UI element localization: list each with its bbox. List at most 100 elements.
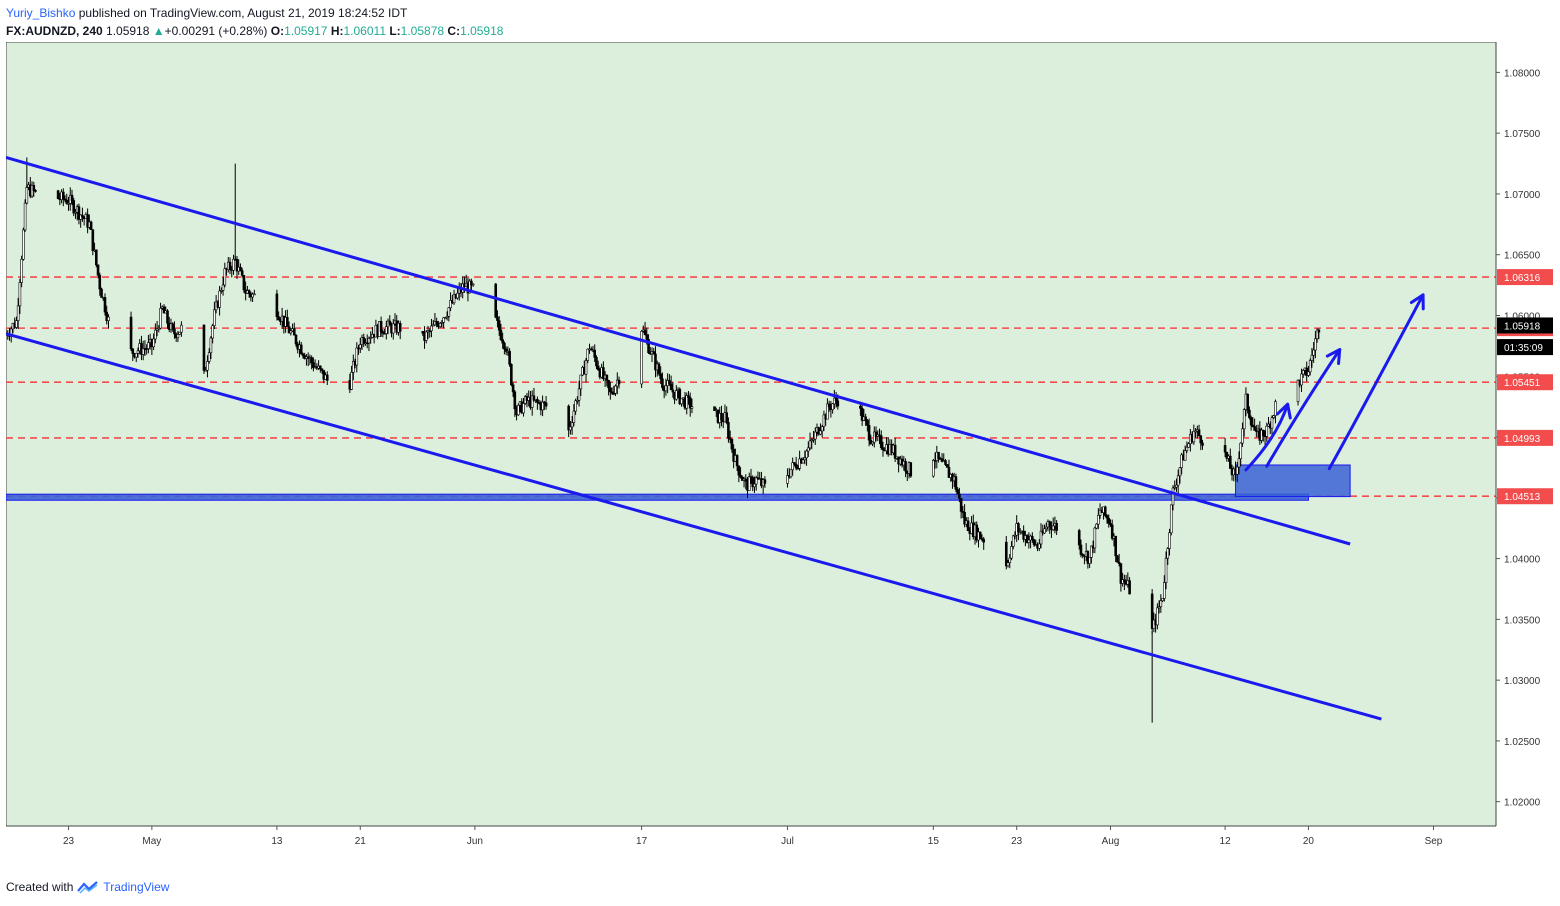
candle-body (275, 293, 279, 318)
candle-body (471, 283, 475, 286)
high-label: H: (330, 24, 344, 38)
candle-body (791, 462, 794, 471)
candle-body (668, 380, 671, 385)
candle-body (544, 402, 548, 407)
candle-body (807, 447, 810, 452)
candle-body (1103, 506, 1107, 516)
candle-body (162, 306, 166, 314)
candle-body (805, 450, 808, 459)
candle-body (206, 361, 209, 371)
candle-body (577, 388, 581, 401)
candle-body (596, 365, 600, 370)
candle-body (794, 463, 798, 469)
arrow-head-icon (1409, 293, 1425, 311)
candle-body (1180, 454, 1183, 469)
candle-body (584, 360, 588, 375)
candle-body (602, 367, 605, 379)
candle-body (958, 493, 961, 499)
candle-body (171, 323, 175, 330)
candle-body (1117, 561, 1121, 564)
price-tick-label: 1.07000 (1504, 190, 1541, 201)
price-tag (1497, 339, 1553, 356)
time-tick-label: 23 (1011, 836, 1023, 847)
candle-body (131, 348, 135, 354)
candle-body (879, 435, 883, 448)
candle-body (739, 474, 742, 478)
time-tick-label: 23 (63, 836, 75, 847)
candle-body (1110, 524, 1114, 539)
candle-body (421, 330, 425, 334)
candle-body (1248, 409, 1251, 418)
candle-body (593, 349, 597, 358)
candle-body (753, 483, 756, 488)
level-tag-label: 1.05451 (1504, 378, 1541, 389)
arrow-head-icon (1275, 402, 1292, 420)
candle-body (456, 292, 459, 299)
price-tag-label: 01:35:09 (1504, 343, 1543, 354)
time-tick-label: May (142, 836, 161, 847)
candle-body (725, 412, 728, 423)
price-tick-label: 1.08000 (1504, 68, 1541, 79)
candle-body (1249, 417, 1253, 426)
candle-body (522, 403, 525, 414)
candle-body (232, 258, 235, 271)
price-axis[interactable]: 1.080001.075001.070001.065001.060001.055… (1495, 42, 1554, 866)
candle-body (1027, 539, 1031, 543)
footer: Created with TradingView (6, 880, 169, 894)
candle-body (178, 331, 181, 335)
candle-body (826, 403, 829, 420)
author-link[interactable]: Yuriy_Bishko (6, 6, 76, 20)
candle-body (1048, 521, 1051, 527)
candle-body (959, 498, 963, 512)
arrow-head-icon (1325, 348, 1342, 365)
candle-body (173, 328, 176, 335)
time-axis[interactable]: 23 May 13 21 Jun 17 Jul 15 23 Aug 12 20 Sep (6, 825, 1554, 870)
candle-body (81, 214, 84, 218)
candle-body (152, 338, 155, 348)
candle-body (470, 280, 473, 286)
price-chart[interactable]: 1.080001.075001.070001.065001.060001.055… (4, 41, 1554, 870)
candle-body (789, 469, 793, 478)
candle-body (640, 330, 643, 385)
candle-body (32, 184, 36, 191)
candle-body (20, 258, 23, 283)
level-tag (1497, 374, 1553, 391)
candle-body (954, 476, 958, 490)
candle-body (1088, 557, 1091, 564)
candle-body (22, 229, 25, 260)
chart-container[interactable]: 1.080001.075001.070001.065001.060001.055… (4, 41, 1554, 870)
candle-body (251, 293, 254, 298)
candle-body (874, 431, 878, 437)
candle-body (680, 398, 683, 405)
candle-body (362, 337, 366, 345)
arrows (1244, 293, 1425, 472)
candle-body (1077, 530, 1081, 546)
candle-body (1051, 525, 1055, 531)
candle-body (202, 324, 206, 371)
candle-body (1253, 426, 1256, 431)
candle-body (945, 464, 949, 468)
candle-body (744, 478, 748, 482)
level-tag-label: 1.06316 (1504, 273, 1541, 284)
candle-body (25, 186, 29, 204)
candle-body (312, 362, 315, 368)
candle-body (145, 348, 148, 350)
candle-body (982, 538, 986, 543)
candle-body (1025, 535, 1029, 543)
candle-body (235, 258, 239, 272)
candle-body (659, 373, 662, 380)
symbol-label[interactable]: FX:AUDNZD, 240 (6, 24, 103, 38)
candle-body (15, 320, 18, 328)
tradingview-brand[interactable]: TradingView (103, 880, 170, 894)
time-tick-label: Jul (781, 836, 794, 847)
candle-body (878, 434, 881, 437)
level-tag-label: 1.04513 (1504, 492, 1541, 503)
ohlc-line: FX:AUDNZD, 240 1.05918 ▲+0.00291 (+0.28%… (6, 22, 503, 40)
candle-body (1107, 517, 1111, 524)
candle-body (1229, 455, 1232, 469)
candle-body (1156, 607, 1159, 626)
plot-area[interactable] (5, 41, 1497, 827)
low-value: 1.05878 (400, 24, 445, 38)
candle-body (864, 416, 867, 421)
candle-body (1194, 430, 1197, 433)
